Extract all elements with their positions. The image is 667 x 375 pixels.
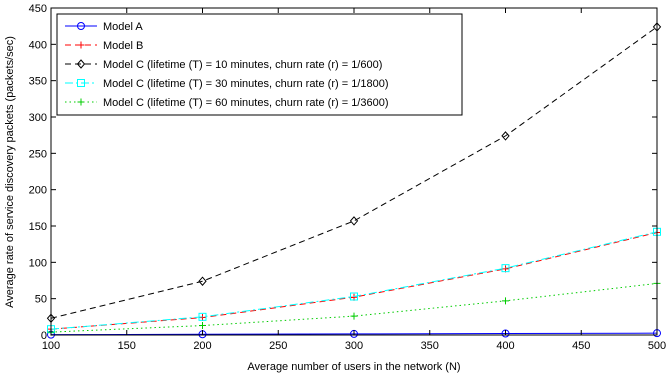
x-axis-label: Average number of users in the network (… (247, 361, 460, 373)
series-line-3 (50, 26, 658, 319)
y-tick-label: 250 (29, 148, 47, 160)
legend-box (56, 13, 463, 116)
y-tick-label: 0 (41, 330, 47, 342)
x-tick-label: 350 (421, 340, 439, 352)
data-point-5-3 (350, 312, 358, 320)
y-tick-label: 200 (29, 185, 47, 197)
data-point-3-2 (198, 276, 207, 286)
x-tick-label: 150 (118, 340, 136, 352)
x-tick-label: 100 (42, 340, 60, 352)
legend-label-3: Model C (lifetime (T) = 10 minutes, chur… (103, 59, 382, 71)
y-axis-label: Average rate of service discovery packet… (4, 36, 16, 308)
legend-marker-3 (76, 59, 86, 69)
data-point-3-4 (501, 131, 510, 141)
data-point-5-4 (502, 297, 509, 305)
x-tick-label: 200 (193, 340, 211, 352)
x-tick-label: 300 (345, 340, 363, 352)
data-point-3-3 (349, 216, 359, 226)
data-point-4-3 (350, 292, 358, 301)
x-tick-label: 250 (269, 340, 287, 352)
legend-marker-5 (77, 98, 85, 106)
y-tick-label: 450 (29, 3, 47, 15)
legend-label-1: Model A (103, 21, 143, 33)
x-tick-label: 450 (572, 340, 590, 352)
x-tick-label: 400 (496, 340, 514, 352)
y-tick-label: 100 (29, 257, 47, 269)
y-tick-label: 300 (29, 112, 47, 124)
legend-label-5: Model C (lifetime (T) = 60 minutes, chur… (103, 97, 389, 109)
y-tick-label: 150 (29, 221, 47, 233)
y-tick-label: 400 (29, 39, 47, 51)
x-tick-label: 500 (648, 340, 666, 352)
series-line-4 (50, 231, 658, 330)
legend-label-2: Model B (103, 40, 143, 52)
data-point-4-2 (198, 312, 207, 321)
data-point-5-2 (199, 322, 206, 330)
legend-marker-1 (77, 22, 85, 30)
axes-layer: 100 150 200 250 300 350 400 450 500 0 50 100 150 200 2… (29, 3, 667, 352)
legend-label-4: Model C (lifetime (T) = 30 minutes, chur… (103, 78, 389, 90)
data-point-4-4 (501, 264, 510, 273)
legend-marker-4 (77, 79, 85, 87)
legend-marker-2 (77, 41, 85, 49)
y-tick-label: 50 (35, 294, 47, 306)
legend: Model A Model B Model C (lifetime (T) = 10… (56, 13, 463, 116)
y-tick-label: 350 (29, 76, 47, 88)
